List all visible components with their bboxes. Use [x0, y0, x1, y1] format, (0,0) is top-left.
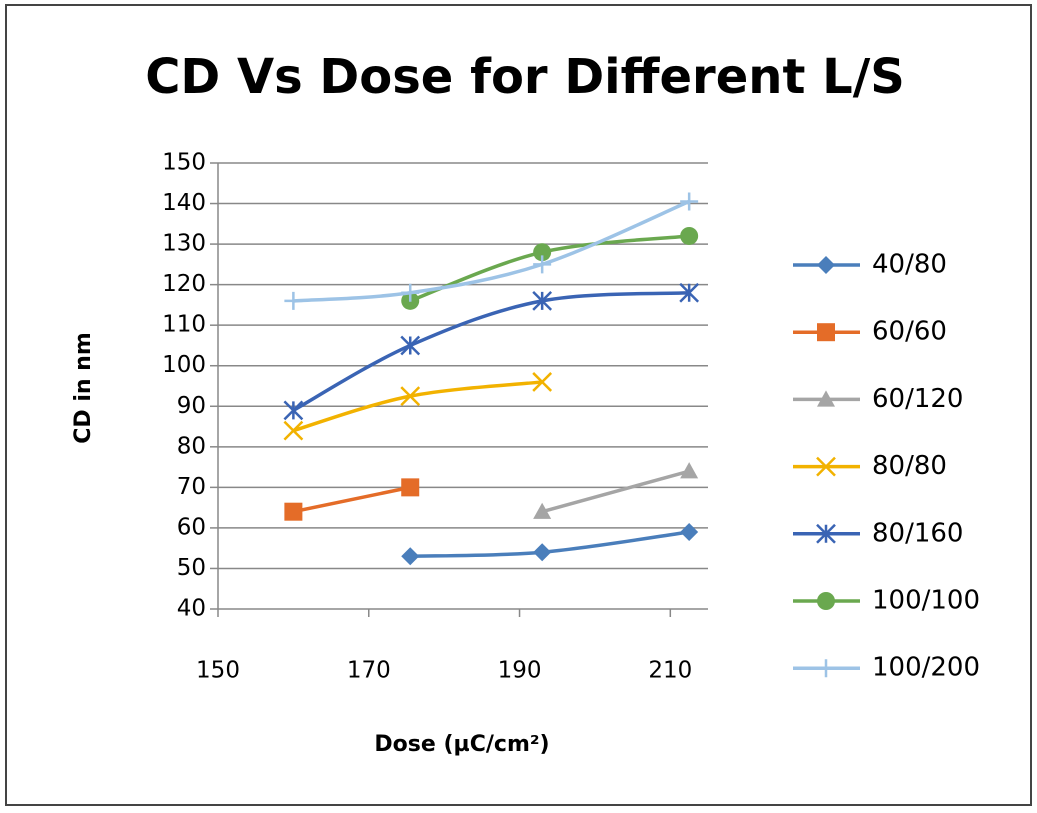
marker — [680, 522, 699, 541]
chart-frame — [5, 4, 1032, 806]
legend-label: 100/100 — [872, 586, 980, 616]
marker — [284, 291, 303, 310]
y-tick-label: 140 — [162, 190, 206, 216]
marker — [533, 243, 552, 262]
marker — [401, 547, 420, 566]
y-tick-label: 40 — [177, 596, 206, 622]
y-tick-label: 90 — [177, 393, 206, 419]
marker — [533, 255, 552, 274]
y-tick-label: 70 — [177, 474, 206, 500]
marker — [532, 372, 553, 392]
marker — [817, 592, 835, 610]
x-tick-label: 190 — [498, 658, 542, 684]
x-tick-label: 170 — [347, 658, 391, 684]
y-tick-label: 60 — [177, 514, 206, 540]
y-axis-label: CD in nm — [71, 332, 96, 444]
marker — [680, 192, 699, 211]
chart-title: CD Vs Dose for Different L/S — [145, 49, 905, 105]
series-line — [292, 290, 690, 412]
series-line — [541, 469, 690, 514]
marker — [817, 256, 835, 274]
marker — [401, 283, 420, 302]
marker — [679, 282, 700, 303]
legend-label: 60/120 — [872, 384, 963, 414]
marker — [533, 543, 552, 562]
series-line — [293, 199, 690, 303]
marker — [401, 478, 420, 497]
legend-label: 80/80 — [872, 451, 947, 481]
series-line — [293, 485, 411, 514]
x-axis-label: Dose (µC/cm²) — [374, 732, 549, 757]
y-tick-label: 50 — [177, 555, 206, 581]
marker — [816, 523, 836, 544]
legend-label: 40/80 — [872, 250, 947, 280]
marker — [400, 335, 421, 356]
marker — [817, 323, 835, 342]
marker — [680, 462, 699, 479]
marker — [533, 502, 552, 519]
marker — [284, 502, 303, 521]
marker — [680, 226, 699, 245]
y-tick-label: 110 — [162, 312, 206, 338]
legend-label: 80/160 — [872, 518, 963, 548]
y-tick-label: 130 — [162, 231, 206, 257]
legend-label: 60/60 — [872, 317, 947, 347]
marker — [400, 386, 421, 407]
x-tick-label: 150 — [196, 658, 240, 684]
marker — [532, 290, 553, 311]
marker — [816, 456, 836, 477]
y-tick-label: 80 — [177, 433, 206, 459]
legend-label: 100/200 — [872, 653, 980, 683]
marker — [817, 390, 835, 407]
y-tick-label: 120 — [162, 271, 206, 297]
marker — [283, 420, 304, 441]
marker — [817, 659, 835, 678]
marker — [283, 400, 304, 421]
x-tick-label: 210 — [648, 658, 692, 684]
y-tick-label: 100 — [162, 352, 206, 378]
y-tick-label: 150 — [162, 150, 206, 176]
